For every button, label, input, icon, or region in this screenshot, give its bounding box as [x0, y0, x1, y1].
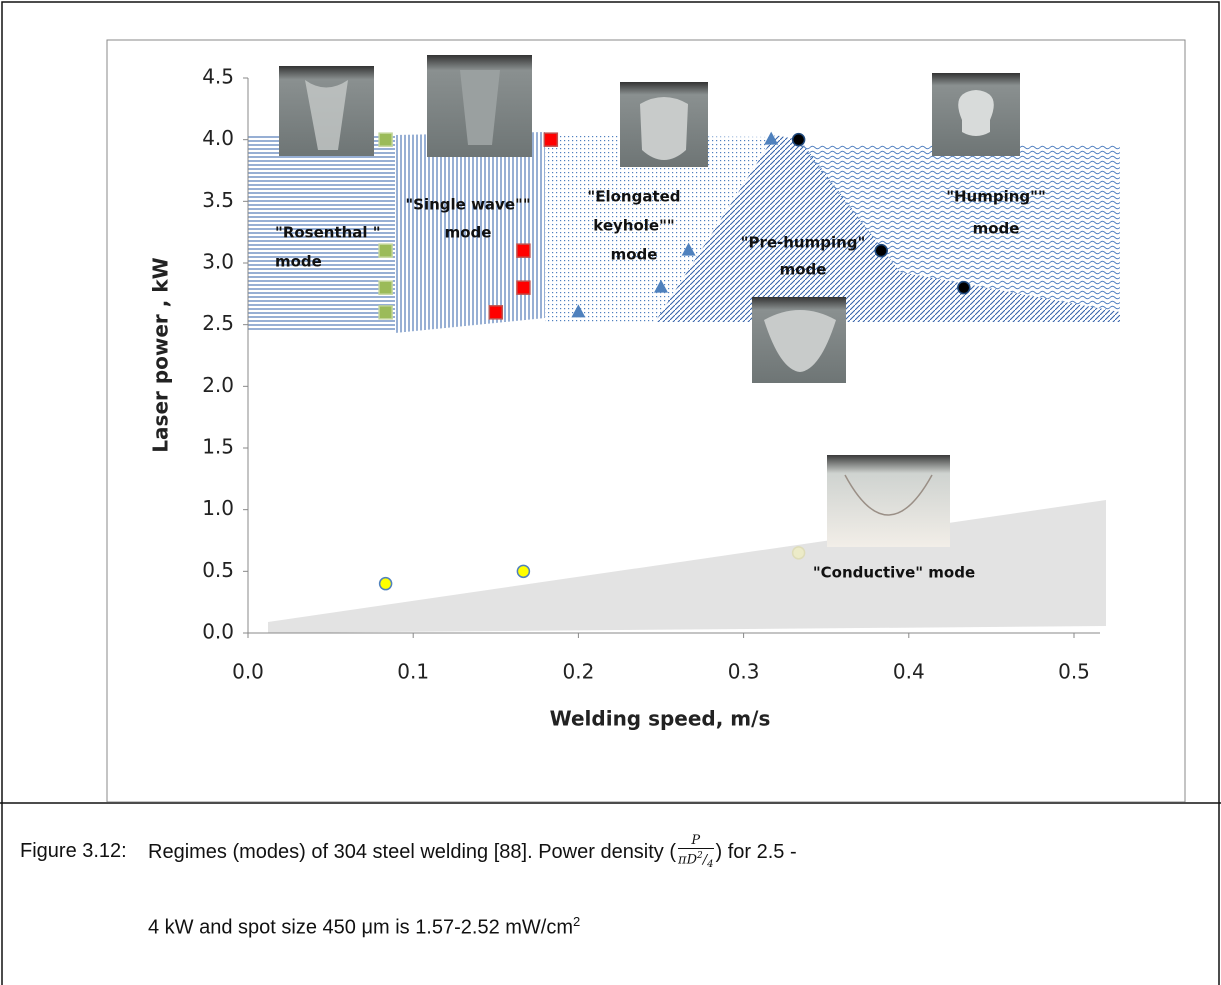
point — [379, 133, 392, 146]
caption-label: Figure 3.12: — [20, 840, 127, 863]
point — [793, 134, 805, 146]
caption-text: 4 kW and spot size 450 μm is 1.57-2.52 m… — [148, 917, 573, 939]
annotation: "Elongated — [587, 188, 680, 206]
y-tick-label: 1.5 — [202, 435, 234, 459]
x-tick-label: 0.2 — [562, 660, 594, 684]
page: Welding speed, m/s Laser power , kW 0.0 0… — [0, 0, 1221, 985]
annotation: keyhole"" — [593, 217, 674, 235]
point — [517, 244, 530, 257]
point — [958, 282, 970, 294]
annotation: "Humping"" — [946, 188, 1046, 206]
x-tick-label: 0.4 — [893, 660, 925, 684]
annotation: "Conductive" mode — [813, 564, 975, 582]
annotation: mode — [275, 253, 322, 271]
x-tick-label: 0.5 — [1058, 660, 1090, 684]
y-tick-label: 1.0 — [202, 496, 234, 520]
x-tick-label: 0.1 — [397, 660, 429, 684]
denominator-power: 2 — [697, 851, 703, 861]
y-tick-label: 3.5 — [202, 188, 234, 212]
annotation: mode — [780, 261, 827, 279]
fraction-numerator: P — [678, 833, 713, 849]
y-tick-label: 0.5 — [202, 558, 234, 582]
annotation: mode — [445, 224, 492, 242]
y-axis-title: Laser power , kW — [149, 257, 173, 452]
caption-power: 2 — [573, 914, 580, 929]
caption-line-1: Regimes (modes) of 304 steel welding [88… — [148, 833, 797, 872]
x-tick-label: 0.3 — [728, 660, 760, 684]
denominator-text: πD — [678, 852, 697, 867]
y-tick-label: 2.0 — [202, 373, 234, 397]
y-tick-label: 3.0 — [202, 250, 234, 274]
annotation: "Pre-humping" — [741, 234, 866, 252]
micrograph — [827, 455, 950, 547]
annotation: "Rosenthal " — [275, 224, 381, 242]
y-tick-label: 0.0 — [202, 620, 234, 644]
point — [379, 306, 392, 319]
caption-text: Regimes (modes) of 304 steel welding [88… — [148, 841, 676, 863]
y-tick-label: 4.5 — [202, 65, 234, 89]
annotation: "Single wave"" — [405, 196, 530, 214]
point — [489, 306, 502, 319]
fraction-denominator: πD2/4 — [678, 849, 713, 872]
weld-shape — [640, 97, 688, 160]
point — [793, 547, 805, 559]
point — [875, 245, 887, 257]
y-tick-label: 4.0 — [202, 126, 234, 150]
denominator-divisor: 4 — [707, 859, 713, 870]
point — [517, 565, 529, 577]
point — [379, 244, 392, 257]
caption-line-2: 4 kW and spot size 450 μm is 1.57-2.52 m… — [148, 914, 580, 940]
point — [380, 578, 392, 590]
caption-text: ) for 2.5 - — [716, 841, 797, 863]
point — [544, 133, 557, 146]
x-axis-title: Welding speed, m/s — [550, 707, 771, 731]
x-tick-label: 0.0 — [232, 660, 264, 684]
annotation: mode — [611, 246, 658, 264]
y-tick-label: 2.5 — [202, 311, 234, 335]
point — [517, 281, 530, 294]
annotation: mode — [973, 220, 1020, 238]
weld-shape — [958, 90, 994, 136]
point — [379, 281, 392, 294]
